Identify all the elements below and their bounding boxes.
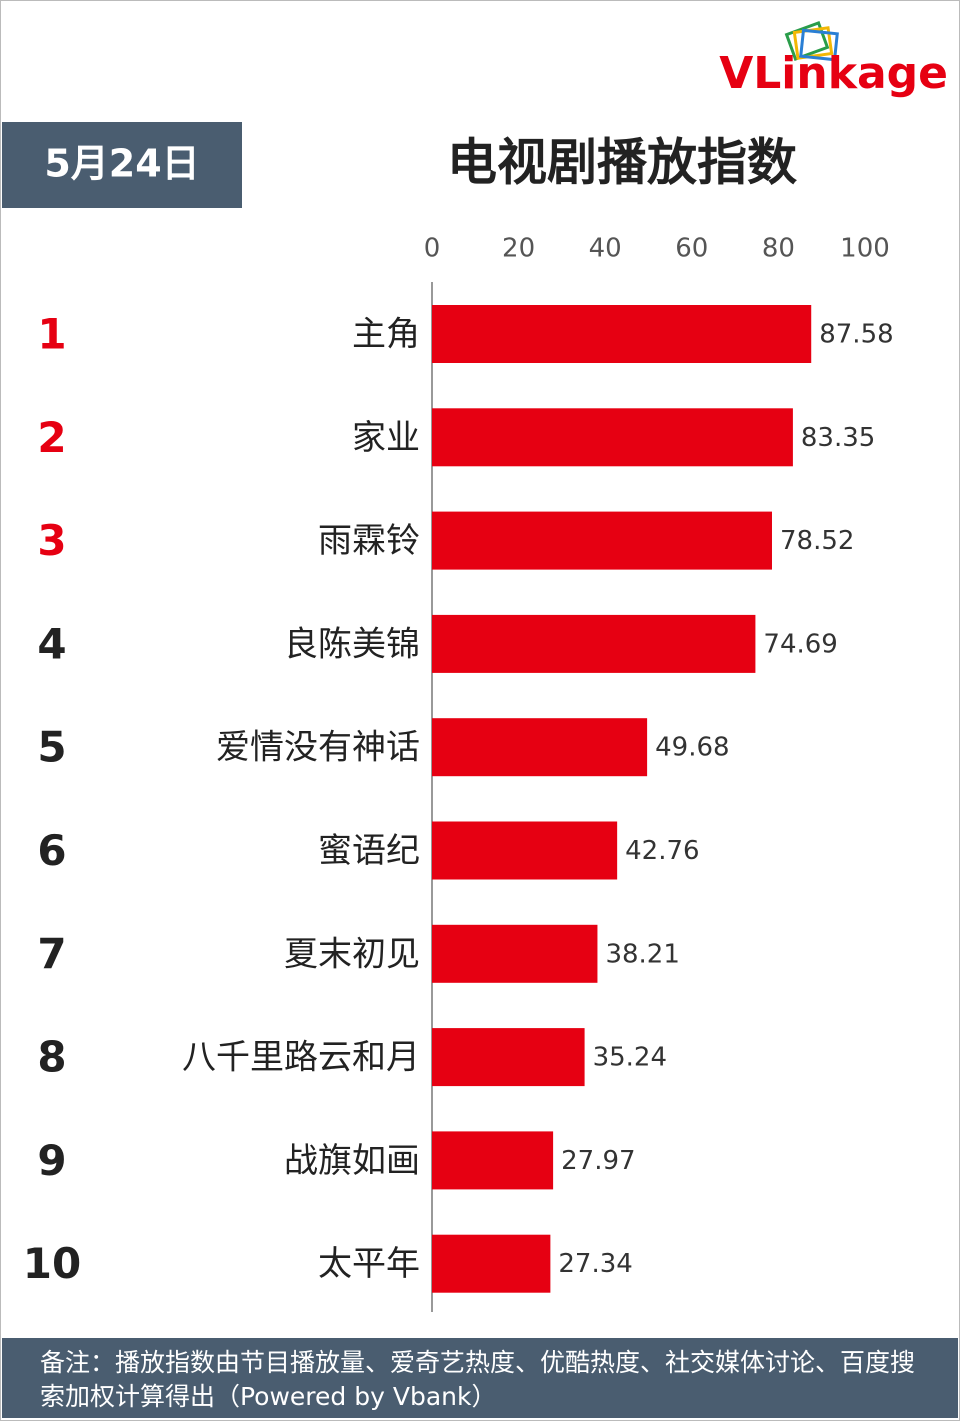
x-tick-label: 100 [840, 234, 890, 264]
bar [432, 1234, 551, 1293]
rank: 7 [37, 929, 66, 978]
bar [432, 718, 648, 777]
value-label: 87.58 [819, 320, 893, 350]
y-tick-label: 太平年 [318, 1244, 420, 1284]
rank: 3 [37, 516, 66, 565]
x-tick-label: 0 [424, 234, 441, 264]
rank: 10 [23, 1239, 81, 1288]
bar [432, 1028, 585, 1087]
y-tick-label: 家业 [352, 418, 420, 458]
x-tick-label: 40 [589, 234, 622, 264]
y-tick-label: 主角 [352, 315, 420, 355]
bar [432, 924, 598, 983]
date: 5月24日 [44, 142, 199, 186]
rank: 4 [37, 619, 66, 668]
y-tick-label: 八千里路云和月 [182, 1038, 420, 1078]
bar [432, 1131, 554, 1190]
bar [432, 305, 812, 363]
value-label: 35.24 [593, 1043, 667, 1073]
x-tick-label: 80 [762, 234, 795, 264]
value-label: 78.52 [780, 526, 854, 556]
y-tick-label: 雨霖铃 [318, 521, 420, 561]
y-tick-label: 爱情没有神话 [216, 728, 420, 768]
rank: 6 [37, 826, 66, 875]
value-label: 49.68 [655, 733, 729, 763]
rank: 8 [37, 1033, 66, 1082]
chart-title: 电视剧播放指数 [447, 134, 797, 192]
rank: 2 [37, 413, 66, 462]
rank: 9 [37, 1136, 66, 1185]
bar [432, 821, 618, 880]
y-tick-label: 良陈美锦 [284, 624, 420, 664]
x-tick-label: 60 [675, 234, 708, 264]
value-label: 42.76 [625, 836, 699, 866]
x-tick-label: 20 [502, 234, 535, 264]
logo-icon [784, 21, 839, 62]
rank: 1 [37, 310, 66, 359]
value-label: 83.35 [801, 423, 875, 453]
value-label: 27.34 [558, 1249, 632, 1279]
bar [432, 511, 772, 570]
logo: VLinkage [719, 48, 948, 99]
value-label: 27.97 [561, 1146, 635, 1176]
bar [432, 614, 756, 673]
y-tick-label: 战旗如画 [284, 1141, 420, 1181]
y-tick-label: 夏末初见 [284, 934, 420, 974]
rank: 5 [37, 723, 66, 772]
bar [432, 408, 793, 467]
value-label: 74.69 [763, 629, 837, 659]
note: 备注：播放指数由节目播放量、爱奇艺热度、优酷热度、社交媒体讨论、百度搜索加权计算… [2, 1338, 958, 1418]
date-box [2, 122, 242, 208]
y-tick-label: 蜜语纪 [318, 831, 420, 871]
value-label: 38.21 [605, 939, 679, 969]
